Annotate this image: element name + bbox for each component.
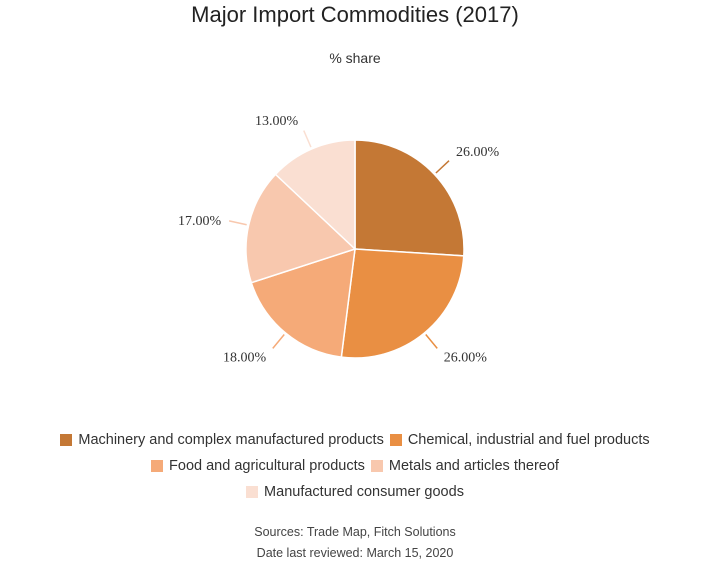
chart-footer: Sources: Trade Map, Fitch Solutions Date… — [0, 522, 710, 564]
pie-slice[interactable] — [274, 139, 356, 251]
legend-label: Metals and articles thereof — [388, 458, 559, 474]
legend-swatch — [389, 434, 402, 446]
legend-item[interactable]: Chemical, industrial and fuel products — [389, 432, 650, 448]
chart-legend: Machinery and complex manufactured produ… — [0, 427, 710, 505]
legend-item[interactable]: Metals and articles thereof — [370, 458, 559, 474]
pie-slice[interactable] — [340, 248, 465, 359]
label-leader-line — [435, 160, 450, 174]
label-leader-line — [272, 334, 285, 349]
slice-value-label: 13.00% — [255, 114, 299, 129]
legend-item[interactable]: Food and agricultural products — [151, 458, 365, 474]
date-reviewed-text: Date last reviewed: March 15, 2020 — [256, 546, 454, 560]
sources-text: Sources: Trade Map, Fitch Solutions — [254, 525, 456, 539]
legend-swatch — [246, 486, 259, 498]
legend-item[interactable]: Machinery and complex manufactured produ… — [60, 432, 384, 448]
legend-label: Chemical, industrial and fuel products — [407, 432, 650, 448]
pie-slice[interactable] — [354, 139, 465, 257]
legend-swatch — [60, 434, 73, 446]
legend-item[interactable]: Manufactured consumer goods — [246, 484, 464, 500]
legend-label: Manufactured consumer goods — [264, 484, 464, 500]
chart-title: Major Import Commodities (2017) — [191, 2, 519, 27]
pie-chart: 26.00% 26.00% 18.00% 17.00% 13.00% — [178, 114, 500, 366]
label-leader-line — [303, 130, 312, 148]
label-leader-line — [425, 334, 438, 349]
label-leader-line — [228, 220, 247, 226]
legend-swatch — [151, 460, 164, 472]
legend-swatch — [370, 460, 383, 472]
legend-label: Food and agricultural products — [169, 458, 365, 474]
slice-value-label: 17.00% — [178, 214, 222, 229]
chart-subtitle: % share — [329, 50, 381, 66]
legend-label: Machinery and complex manufactured produ… — [78, 432, 384, 448]
slice-value-label: 26.00% — [456, 145, 500, 160]
slice-value-label: 18.00% — [223, 350, 267, 365]
pie-slice[interactable] — [245, 173, 357, 284]
pie-slice[interactable] — [250, 247, 356, 358]
slice-value-label: 26.00% — [444, 350, 488, 365]
